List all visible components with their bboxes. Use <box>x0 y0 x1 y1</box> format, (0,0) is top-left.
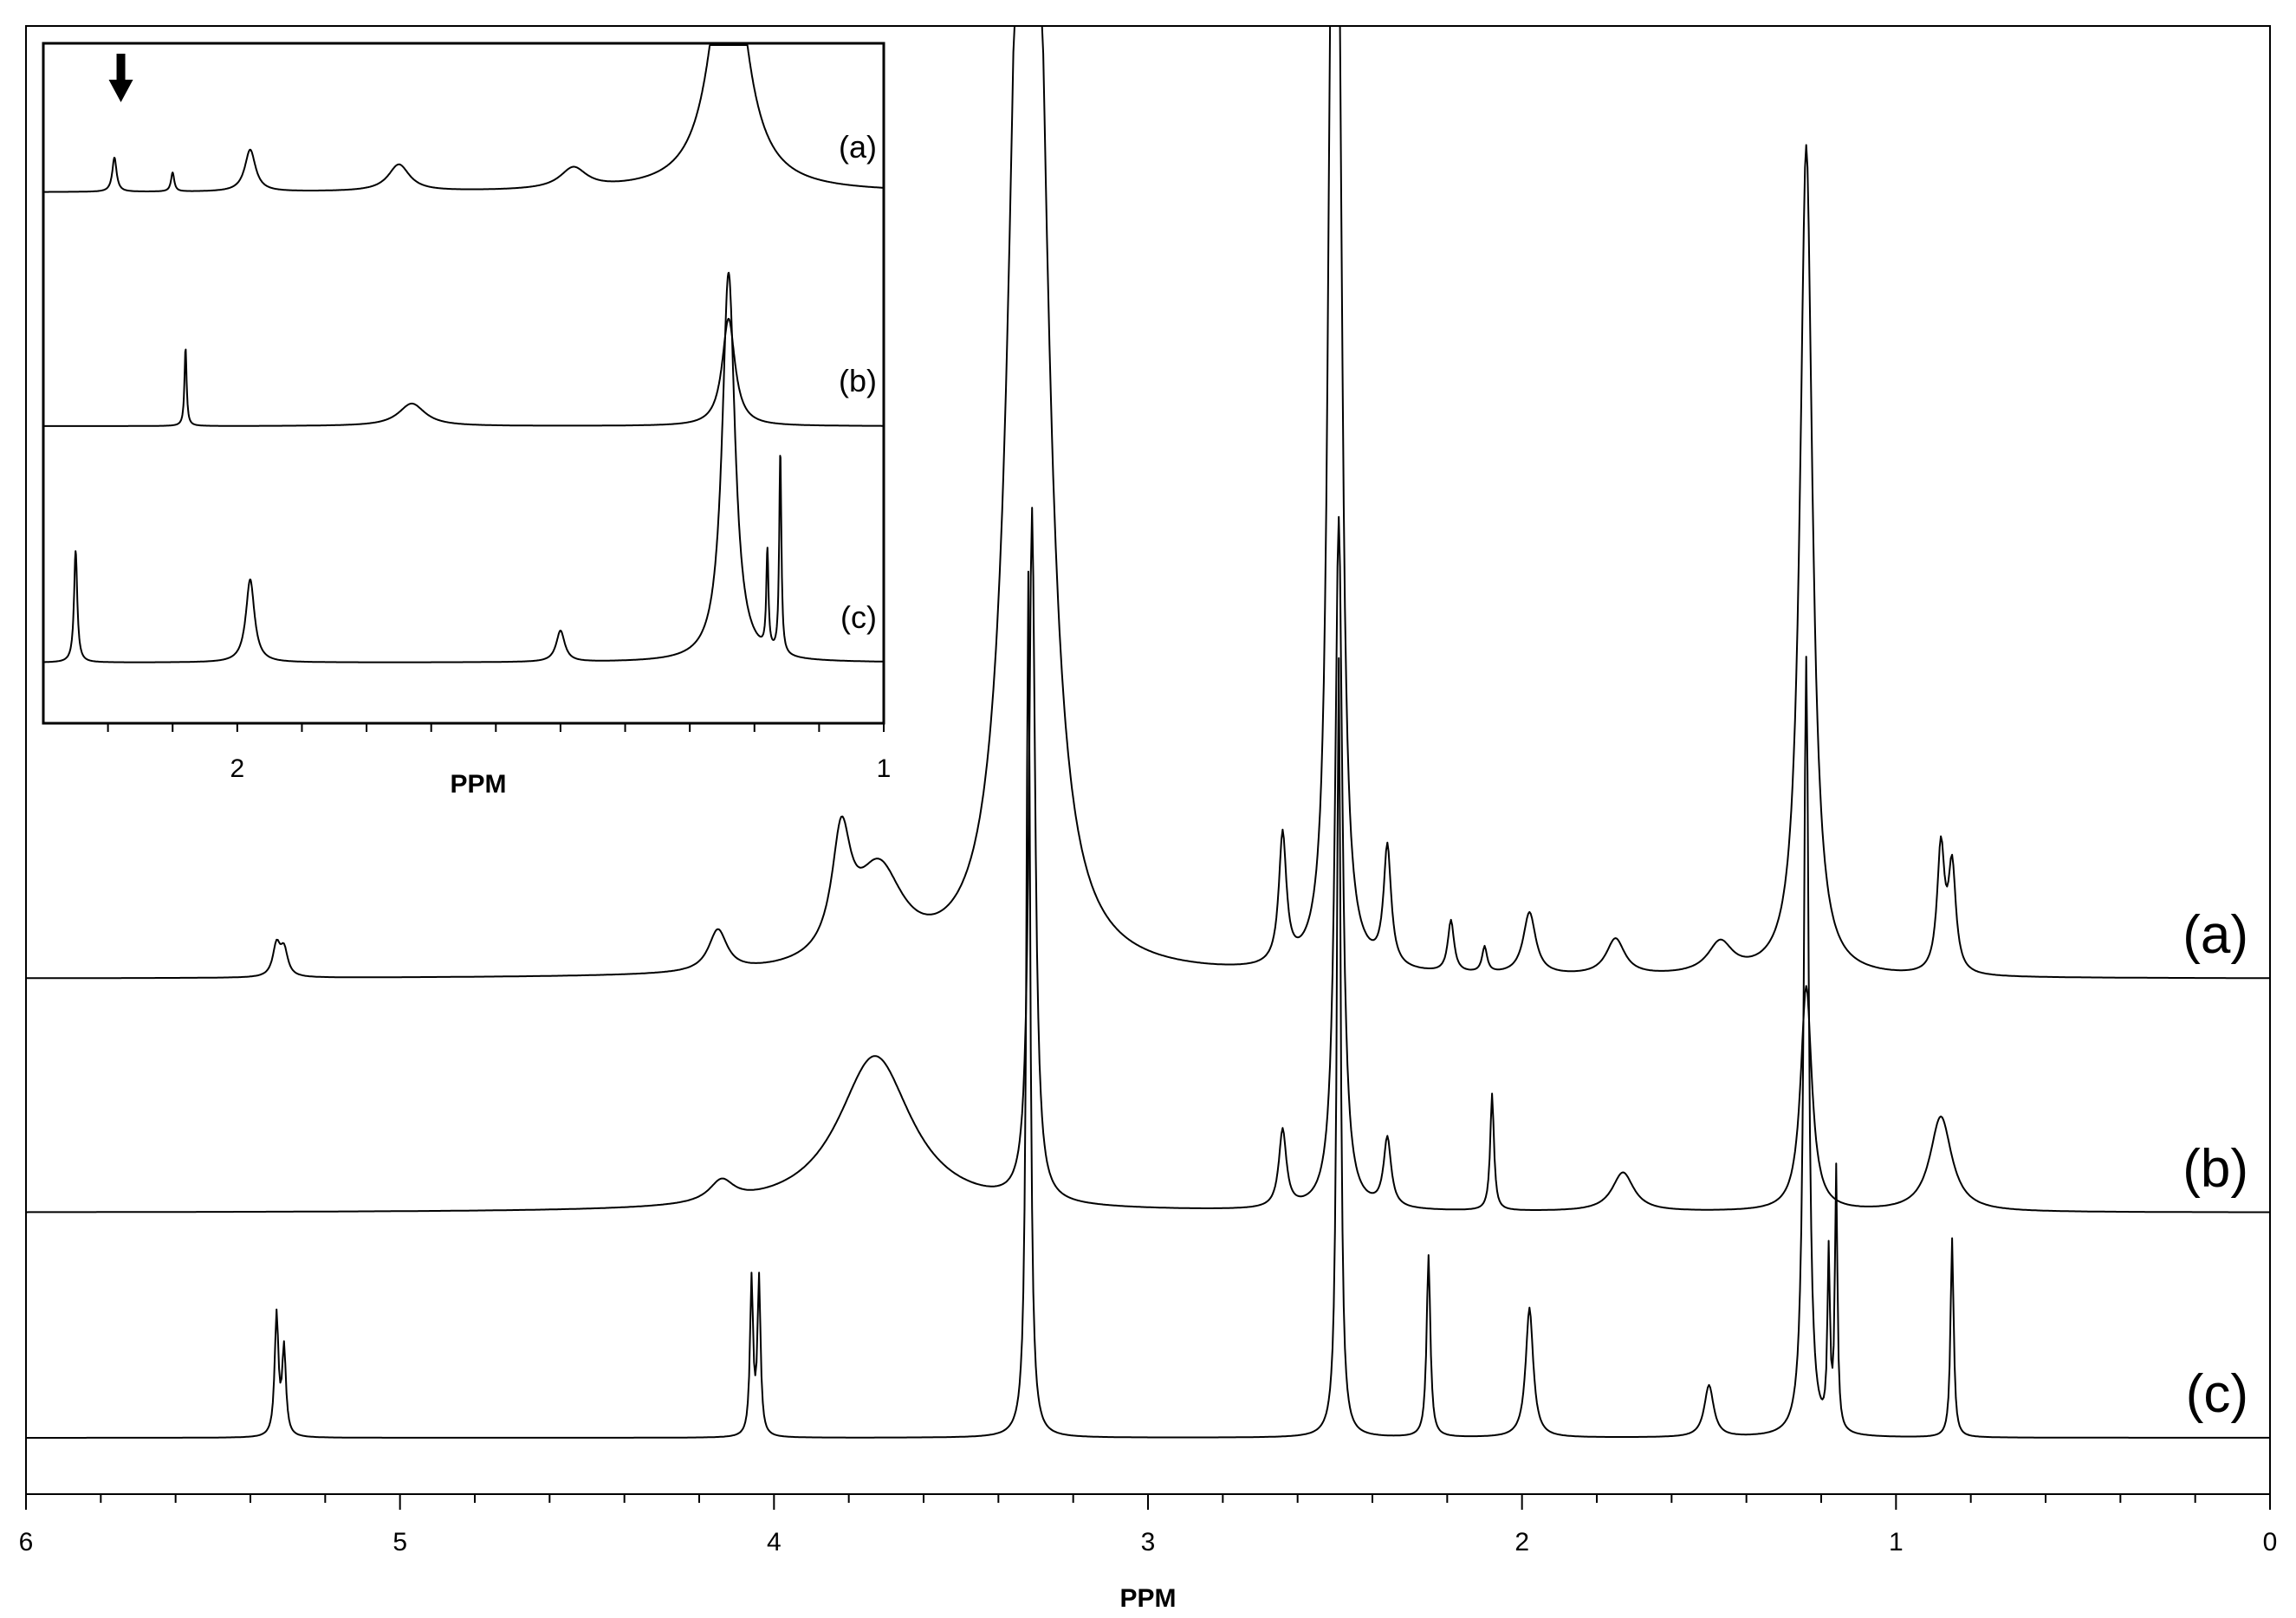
series-label-b: (b) <box>2182 1139 2248 1199</box>
series-label-c: (c) <box>2186 1364 2248 1424</box>
inset-series-label-b: (b) <box>839 363 877 398</box>
inset-x-tick-label: 2 <box>230 754 245 783</box>
inset-x-axis-title: PPM <box>450 770 506 799</box>
x-tick-label: 1 <box>1889 1528 1904 1557</box>
inset-trace-c <box>42 271 885 663</box>
x-tick-label: 0 <box>2263 1528 2278 1557</box>
inset-frame <box>42 42 885 725</box>
trace-a <box>26 25 2270 980</box>
inset-series-label-a: (a) <box>839 129 877 165</box>
series-label-a: (a) <box>2182 905 2248 965</box>
down-arrow-icon <box>108 54 133 102</box>
inset-plot: 2 1 PPM (a) (b) (c) <box>42 42 892 799</box>
x-tick-label: 6 <box>19 1528 34 1557</box>
main-plot: 6 5 4 3 2 1 0 PPM (a) (b) (c) <box>19 25 2278 1613</box>
x-axis-title: PPM <box>1119 1584 1176 1613</box>
x-tick-label: 3 <box>1141 1528 1156 1557</box>
trace-c <box>26 570 2270 1439</box>
x-tick-label: 2 <box>1514 1528 1529 1557</box>
inset-x-tick-label: 1 <box>877 754 892 783</box>
x-tick-label: 5 <box>392 1528 407 1557</box>
x-tick-label: 4 <box>767 1528 782 1557</box>
inset-trace-b <box>42 318 885 427</box>
inset-series-label-c: (c) <box>840 599 877 635</box>
trace-b <box>26 507 2270 1214</box>
inset-trace-a <box>42 44 885 193</box>
